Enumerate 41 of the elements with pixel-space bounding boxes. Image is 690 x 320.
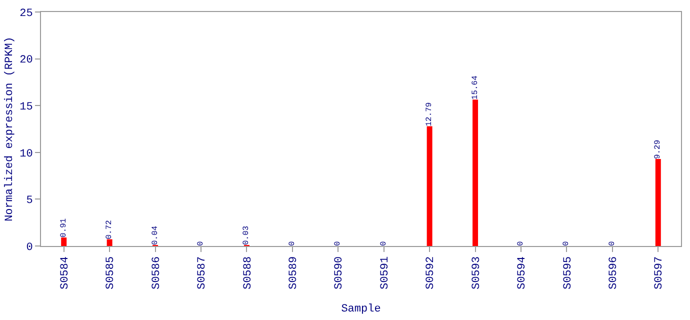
data-label: 9.29 — [654, 140, 663, 160]
data-label: 0 — [379, 241, 388, 246]
y-axis-title: Normalized expression (RPKM) — [4, 36, 16, 222]
data-label: 0 — [288, 241, 297, 246]
y-tick-label: 15 — [20, 101, 33, 114]
x-tick-label: S0594 — [516, 256, 529, 290]
data-label: 0.04 — [150, 226, 160, 245]
x-tick-label: S0587 — [196, 256, 209, 290]
data-label: 0 — [196, 241, 206, 246]
data-label: 15.64 — [470, 75, 480, 100]
x-axis-title: Sample — [341, 304, 381, 316]
x-tick-label: S0595 — [562, 256, 574, 290]
data-label: 0.03 — [242, 226, 252, 245]
x-tick-label: S0586 — [150, 256, 163, 290]
data-label: 0 — [562, 241, 572, 246]
x-tick-label: S0585 — [105, 256, 118, 290]
data-label: 12.79 — [425, 102, 434, 126]
y-tick-label: 0 — [26, 242, 33, 254]
bar — [426, 126, 432, 246]
x-tick-label: S0596 — [608, 256, 620, 290]
x-tick-label: S0589 — [288, 256, 300, 290]
x-tick-label: S0584 — [59, 256, 72, 290]
y-tick-label: 25 — [20, 8, 33, 20]
x-tick-label: S0592 — [425, 256, 438, 290]
bar — [472, 100, 478, 246]
data-label: 0 — [334, 241, 343, 246]
x-tick-label: S0593 — [470, 256, 483, 290]
bar — [655, 159, 661, 246]
x-tick-label: S0588 — [242, 256, 254, 290]
data-label: 0.72 — [105, 220, 114, 240]
y-tick-label: 10 — [20, 148, 33, 160]
x-tick-label: S0591 — [379, 256, 392, 290]
data-label: 0 — [516, 241, 526, 246]
y-tick-label: 5 — [26, 195, 33, 208]
x-tick-label: S0597 — [654, 256, 666, 290]
data-label: 0 — [608, 241, 617, 246]
y-tick-label: 20 — [20, 54, 33, 67]
data-label: 0.91 — [59, 218, 68, 238]
bar — [106, 239, 112, 246]
x-tick-label: S0590 — [334, 256, 346, 290]
bar — [61, 237, 67, 246]
